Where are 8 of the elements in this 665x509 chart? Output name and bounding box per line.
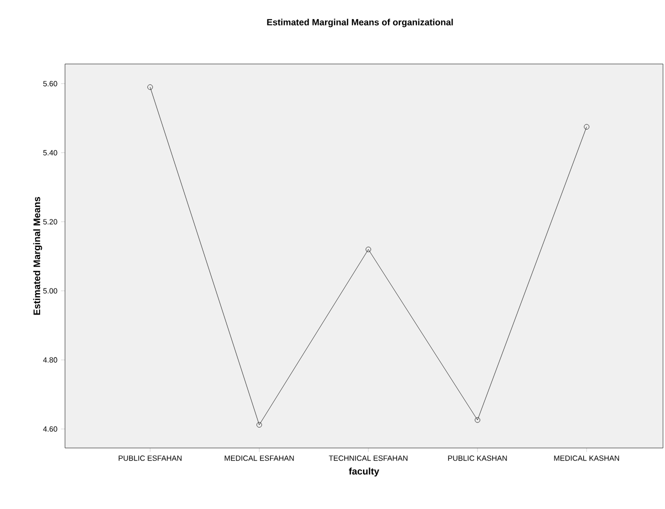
point <box>584 124 590 130</box>
chart-title: Estimated Marginal Means of organizational <box>267 18 453 28</box>
point <box>256 422 262 428</box>
point <box>366 246 372 252</box>
y-axis-title: Estimated Marginal Means <box>33 196 42 315</box>
point <box>147 84 153 90</box>
point <box>474 417 480 423</box>
x-axis-title: faculty <box>348 468 380 476</box>
